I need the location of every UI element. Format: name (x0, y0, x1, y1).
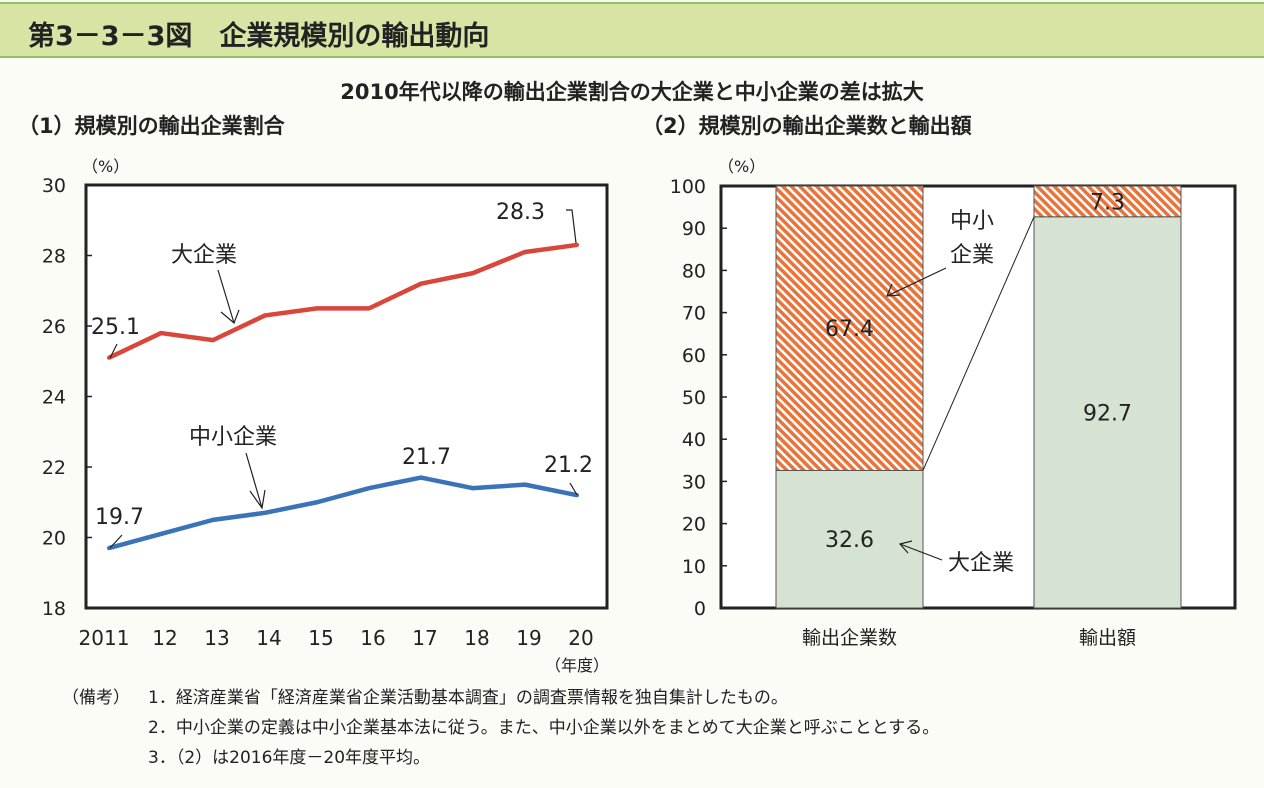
y-tick-label: 0 (694, 598, 706, 620)
data-point (471, 486, 475, 491)
data-point (263, 510, 267, 515)
bar-value-label: 32.6 (825, 528, 874, 553)
figure-header: 第3－3－3図 企業規模別の輸出動向 (0, 2, 1264, 58)
x-tick-label: 12 (152, 626, 177, 650)
data-point (107, 546, 111, 551)
data-point (315, 500, 319, 505)
annotation-large: 大企業 (948, 551, 1014, 576)
y-tick-label: 60 (682, 345, 706, 367)
arrow-head (898, 540, 913, 554)
data-point (211, 338, 215, 343)
y-tick-label: 30 (42, 175, 66, 197)
y-tick-label: 22 (42, 457, 66, 479)
data-point (159, 531, 163, 536)
note-1: 1．経済産業省「経済産業省企業活動基本調査」の調査票情報を独自集計したもの。 (148, 688, 788, 708)
data-label: 21.2 (544, 453, 593, 478)
bar-segment-sme (1033, 185, 1182, 218)
y-tick-label: 50 (682, 387, 706, 409)
bar-value-label: 67.4 (825, 317, 874, 342)
data-point (523, 482, 527, 487)
y-tick-label: 20 (42, 528, 66, 550)
y-tick-label: 28 (42, 246, 66, 268)
leader-line (249, 489, 266, 510)
arrow-line (899, 543, 943, 561)
plot-area (84, 183, 609, 610)
x-tick-label: 輸出企業数 (802, 627, 897, 649)
series-label-large: 大企業 (171, 243, 237, 268)
data-point (471, 271, 475, 276)
y-tick-label: 24 (42, 387, 66, 409)
chart1-xlabel: （年度） (545, 656, 610, 675)
annotation-sme: 企業 (950, 243, 994, 268)
data-point (159, 331, 163, 336)
x-tick-label: 20 (568, 626, 593, 650)
figure-subtitle: 2010年代以降の輸出企業割合の大企業と中小企業の差は拡大 (340, 80, 924, 104)
y-tick-label: 40 (682, 429, 706, 451)
y-tick-label: 10 (682, 556, 706, 578)
y-tick-label: 18 (42, 598, 66, 620)
x-tick-label: 輸出額 (1079, 627, 1136, 649)
x-tick-label: 18 (464, 626, 489, 650)
chart2-title: （2）規模別の輸出企業数と輸出額 (642, 114, 972, 138)
data-point (575, 242, 579, 247)
series-line-large (108, 242, 578, 360)
bar-value-label: 7.3 (1090, 190, 1125, 215)
x-tick-label: 15 (308, 626, 333, 650)
x-tick-label: 17 (412, 626, 437, 650)
leader-line (109, 343, 118, 359)
notes-label: （備考） (62, 688, 130, 708)
data-label: 28.3 (496, 200, 545, 225)
annotation-sme: 中小 (950, 209, 994, 234)
leader-line (220, 309, 240, 325)
y-tick-label: 26 (42, 316, 66, 338)
x-tick-label: 13 (204, 626, 229, 650)
data-point (367, 306, 371, 311)
data-point (419, 281, 423, 286)
data-point (575, 493, 579, 498)
bar-segment-large (1033, 216, 1182, 609)
leader-line (569, 482, 578, 496)
data-point (523, 249, 527, 254)
bar-segment-sme (775, 185, 924, 471)
series-label-sme: 中小企業 (189, 425, 277, 450)
leader-line (109, 534, 123, 549)
note-3: 3．（2）は2016年度－20年度平均。 (148, 748, 431, 768)
leader-line (566, 209, 577, 244)
figure-title: 第3－3－3図 企業規模別の輸出動向 (28, 21, 490, 52)
chart1-title: （1）規模別の輸出企業割合 (18, 114, 285, 138)
data-label: 19.7 (95, 505, 144, 530)
y-tick-label: 20 (682, 514, 706, 536)
data-point (263, 313, 267, 318)
data-label: 21.7 (402, 445, 451, 470)
note-2: 2．中小企業の定義は中小企業基本法に従う。また、中小企業以外をまとめて大企業と呼… (148, 718, 940, 738)
chart1-ylabel: （%） (82, 157, 130, 176)
x-tick-label: 19 (516, 626, 541, 650)
arrow-head (886, 283, 901, 297)
series-line-sme (108, 475, 578, 551)
leader-line (245, 452, 263, 509)
data-point (315, 306, 319, 311)
chart2-ylabel: （%） (718, 157, 766, 176)
data-point (419, 475, 423, 480)
bar-value-label: 92.7 (1083, 401, 1132, 426)
y-tick-label: 80 (682, 260, 706, 282)
y-tick-label: 100 (670, 176, 706, 198)
x-tick-label: 14 (256, 626, 281, 650)
connector-line (922, 216, 1035, 471)
data-point (367, 486, 371, 491)
leader-line (217, 269, 235, 324)
y-tick-label: 30 (682, 471, 706, 493)
data-point (211, 517, 215, 522)
x-tick-label: 16 (360, 626, 385, 650)
arrow-line (886, 267, 947, 297)
y-tick-label: 90 (682, 218, 706, 240)
data-label: 25.1 (91, 315, 140, 340)
y-tick-label: 70 (682, 303, 706, 325)
x-tick-label: 2011 (79, 626, 130, 650)
